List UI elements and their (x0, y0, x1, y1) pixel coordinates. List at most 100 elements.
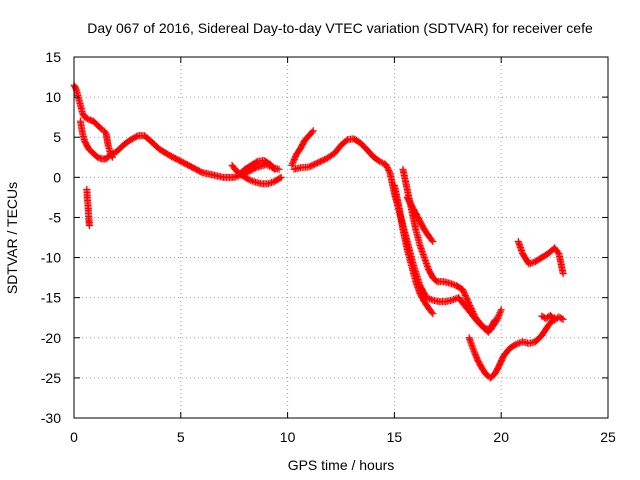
y-tick-label: -30 (41, 410, 61, 426)
data-point (470, 311, 478, 319)
data-point (469, 308, 477, 316)
series-arc-1 (70, 81, 106, 133)
data-point (466, 302, 474, 310)
series-arc-3 (100, 127, 116, 161)
data-point (375, 157, 383, 165)
data-point (512, 340, 520, 348)
series-arc-13 (514, 238, 567, 278)
data-point (525, 260, 533, 268)
data-point (554, 248, 562, 256)
data-point (497, 306, 505, 314)
data-point (264, 180, 272, 188)
data-point (465, 300, 473, 308)
data-point (248, 177, 256, 185)
data-point (497, 307, 505, 315)
data-point (268, 179, 276, 187)
data-point (133, 132, 141, 140)
y-tick-label: 15 (45, 49, 61, 65)
data-point (559, 315, 567, 323)
series-arc-14 (538, 311, 567, 324)
x-tick-label: 0 (70, 429, 78, 445)
data-point (429, 310, 437, 318)
series-arc-4 (83, 185, 93, 229)
x-tick-label: 10 (280, 429, 296, 445)
series-arc-9 (399, 165, 499, 336)
data-point (277, 173, 285, 181)
y-tick-label: 0 (53, 169, 61, 185)
data-point (448, 280, 456, 288)
data-point (288, 161, 296, 169)
data-point (308, 128, 316, 136)
data-point (377, 158, 385, 166)
data-point (385, 168, 393, 176)
x-axis-title: GPS time / hours (288, 457, 395, 473)
data-point (108, 153, 116, 161)
x-tick-label: 5 (177, 429, 185, 445)
data-point (309, 127, 317, 135)
data-point (491, 316, 499, 324)
data-point (450, 295, 458, 303)
y-tick-label: 10 (45, 89, 61, 105)
data-point (382, 160, 390, 168)
data-point (527, 259, 535, 267)
data-point (471, 350, 479, 358)
data-point (472, 352, 480, 360)
data-point (271, 165, 279, 173)
data-point (385, 166, 393, 174)
data-point (448, 296, 456, 304)
data-point (472, 353, 480, 361)
data-point (449, 280, 457, 288)
data-point (379, 159, 387, 167)
data-point (468, 306, 476, 314)
data-point (291, 154, 299, 162)
y-tick-label: -15 (41, 290, 61, 306)
data-point (469, 309, 477, 317)
data-point (558, 315, 566, 323)
y-axis-title: SDTVAR / TECUs (4, 182, 20, 294)
series-arc-11 (403, 193, 437, 246)
data-point (426, 295, 434, 303)
data-point (71, 84, 79, 92)
x-tick-label: 15 (387, 429, 403, 445)
data-point (290, 155, 298, 163)
data-markers (70, 81, 567, 382)
data-point (490, 317, 498, 325)
data-point (429, 238, 437, 246)
data-point (289, 158, 297, 166)
y-tick-label: -10 (41, 250, 61, 266)
data-point (495, 310, 503, 318)
data-point (424, 294, 432, 302)
data-point (108, 152, 116, 160)
data-point (383, 162, 391, 170)
data-point (276, 174, 284, 182)
data-point (494, 313, 502, 321)
data-point (465, 299, 473, 307)
data-point (514, 340, 522, 348)
data-point (247, 176, 255, 184)
x-tick-label: 25 (600, 429, 616, 445)
data-point (428, 236, 436, 244)
data-point (250, 178, 258, 186)
series-arc-2 (76, 117, 283, 181)
data-point (515, 339, 523, 347)
data-point (384, 165, 392, 173)
data-point (467, 303, 475, 311)
tick-labels: 0 5 10 15 20 25 -30 -25 -20 -15 -10 -5 0 5 10 15 (41, 49, 616, 445)
data-point (383, 163, 391, 171)
data-point (469, 346, 477, 354)
data-point (270, 164, 278, 172)
y-tick-label: -20 (41, 330, 61, 346)
data-point (245, 176, 253, 184)
y-tick-label: 5 (53, 129, 61, 145)
data-point (446, 279, 454, 287)
data-point (428, 308, 436, 316)
data-point (496, 309, 504, 317)
x-tick-label: 20 (493, 429, 509, 445)
series-arc-7 (288, 127, 317, 169)
y-tick-label: -25 (41, 370, 61, 386)
data-point (559, 270, 567, 278)
data-point (470, 347, 478, 355)
data-point (290, 157, 298, 165)
data-point (495, 312, 503, 320)
